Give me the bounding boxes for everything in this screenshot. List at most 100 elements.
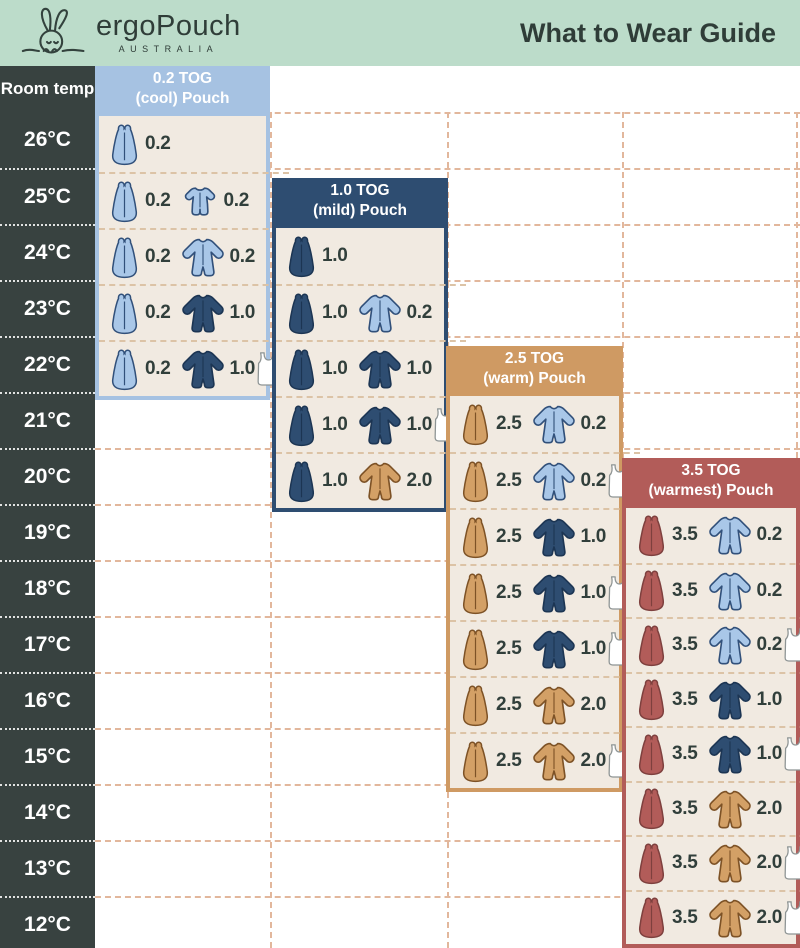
guide-row-21c: 2.5 0.2 xyxy=(450,396,640,452)
garment-group: 0.2 xyxy=(357,292,432,334)
pouch-group: 0.2 xyxy=(108,178,171,225)
temp-cell-21c: 21°C xyxy=(0,392,95,448)
horizontal-gridline xyxy=(95,168,800,170)
pouch-tog-label: 3.5 xyxy=(672,524,698,546)
onesie-icon xyxy=(708,790,751,829)
temp-cell-25c: 25°C xyxy=(0,168,95,224)
guide-row-23c: 0.2 1.0 xyxy=(99,284,290,340)
onesie-icon xyxy=(708,735,751,774)
onesie-icon xyxy=(181,350,224,389)
garment-group: 2.0 xyxy=(531,740,607,782)
pouch-group: 3.5 xyxy=(635,785,698,832)
onesie-icon xyxy=(358,294,401,333)
guide-row-13c: 3.5 2.0 xyxy=(626,835,800,890)
pouch-group: 1.0 xyxy=(285,458,348,505)
sleeping-bag-icon xyxy=(288,236,315,277)
garment-tog-label: 2.0 xyxy=(756,797,783,819)
guide-row-16c: 2.5 2.0 xyxy=(450,676,641,732)
onesie-icon xyxy=(358,350,401,389)
pouch-tog-label: 1.0 xyxy=(322,302,348,323)
guide-row-16c: 3.5 1.0 xyxy=(626,671,800,727)
pouch-group: 0.2 xyxy=(108,234,171,281)
panel-title: 2.5 TOG xyxy=(504,349,565,367)
panel-header-0-2-tog: 0.2 TOG (cool) Pouch xyxy=(95,66,270,112)
pouch-tog-label: 3.5 xyxy=(672,797,698,819)
pouch-tog-label: 2.5 xyxy=(496,470,522,491)
horizontal-gridline xyxy=(95,112,800,114)
panel-body-2-5-tog: 2.5 0.2 2.5 0.2 2.5 1.0 2.5 1.0 2.5 1.0 … xyxy=(446,392,641,792)
brand-name: ergoPouch xyxy=(96,10,241,42)
pouch-tog-label: 1.0 xyxy=(322,414,348,435)
garment-tog-label: 0.2 xyxy=(580,470,607,491)
sleeping-bag-icon xyxy=(638,843,665,884)
header-banner: ergoPouch AUSTRALIA What to Wear Guide xyxy=(0,0,800,66)
onesie-icon xyxy=(358,462,401,501)
temp-cell-15c: 15°C xyxy=(0,728,95,784)
onesie-icon xyxy=(708,572,751,611)
garment-group: 0.2 xyxy=(707,624,782,666)
horizontal-gridline xyxy=(95,896,800,898)
guide-row-20c: 2.5 0.2 xyxy=(450,452,641,508)
guide-row-17c: 3.5 0.2 xyxy=(626,617,800,672)
guide-row-19c: 3.5 0.2 xyxy=(626,508,800,563)
sleeping-bag-icon xyxy=(111,349,138,390)
pouch-tog-label: 1.0 xyxy=(322,470,348,491)
pouch-group: 3.5 xyxy=(635,512,698,559)
rabbit-logo-icon xyxy=(20,6,92,60)
sleeping-bag-icon xyxy=(288,461,315,502)
garment-group: 0.2 xyxy=(531,460,607,502)
onesie-icon xyxy=(708,626,751,665)
garment-tog-label: 1.0 xyxy=(406,358,433,379)
brand-subtitle: AUSTRALIA xyxy=(118,44,219,54)
garment-group: 1.0 xyxy=(180,348,256,390)
garment-tog-label: 1.0 xyxy=(229,358,256,379)
singlet-icon xyxy=(784,628,800,662)
guide-row-19c: 2.5 1.0 xyxy=(450,508,641,564)
pouch-tog-label: 0.2 xyxy=(145,190,171,211)
garment-tog-label: 1.0 xyxy=(229,302,256,323)
sleeping-bag-icon xyxy=(288,293,315,334)
sleeping-bag-icon xyxy=(462,573,489,614)
garment-tog-label: 2.0 xyxy=(406,470,433,491)
garment-tog-label: 2.0 xyxy=(756,852,783,874)
pouch-group: 3.5 xyxy=(635,840,698,887)
pouch-group: 3.5 xyxy=(635,731,698,778)
sleeping-bag-icon xyxy=(288,349,315,390)
garment-tog-label: 2.0 xyxy=(580,750,607,771)
temp-cell-22c: 22°C xyxy=(0,336,95,392)
pouch-group: 2.5 xyxy=(459,738,522,785)
pouch-tog-label: 2.5 xyxy=(496,638,522,659)
garment-tog-label: 1.0 xyxy=(580,582,607,603)
temp-cell-24c: 24°C xyxy=(0,224,95,280)
garment-tog-label: 1.0 xyxy=(580,638,607,659)
garment-group: 1.0 xyxy=(707,679,782,721)
sleeping-bag-icon xyxy=(288,405,315,446)
garment-group: 1.0 xyxy=(531,516,606,558)
sleeping-bag-icon xyxy=(462,404,489,445)
garment-group: 2.0 xyxy=(531,684,607,726)
guide-row-24c: 0.2 0.2 xyxy=(99,228,290,284)
pouch-tog-label: 3.5 xyxy=(672,634,698,656)
temp-cell-26c: 26°C xyxy=(24,128,71,151)
singlet-icon xyxy=(784,737,800,771)
pouch-group: 3.5 xyxy=(635,676,698,723)
onesie-icon xyxy=(532,574,575,613)
sleeping-bag-icon xyxy=(638,788,665,830)
onesie-icon xyxy=(532,462,575,501)
onesie-icon xyxy=(708,516,751,555)
garment-tog-label: 2.0 xyxy=(580,694,607,715)
temp-cell-20c: 20°C xyxy=(0,448,95,504)
page-title: What to Wear Guide xyxy=(519,17,776,48)
panel-title: 1.0 TOG xyxy=(330,181,390,199)
garment-tog-label: 0.2 xyxy=(580,413,607,434)
pouch-group: 3.5 xyxy=(635,567,698,614)
guide-row-14c: 3.5 2.0 xyxy=(626,780,800,836)
pouch-group: 0.2 xyxy=(108,290,171,337)
pouch-group: 1.0 xyxy=(285,290,348,337)
pouch-group: 2.5 xyxy=(459,458,522,505)
sleeping-bag-icon xyxy=(638,734,665,775)
onesie-icon xyxy=(532,742,575,781)
pouch-tog-label: 3.5 xyxy=(672,579,698,601)
onesie-icon xyxy=(532,518,575,557)
pouch-tog-label: 3.5 xyxy=(672,743,698,765)
